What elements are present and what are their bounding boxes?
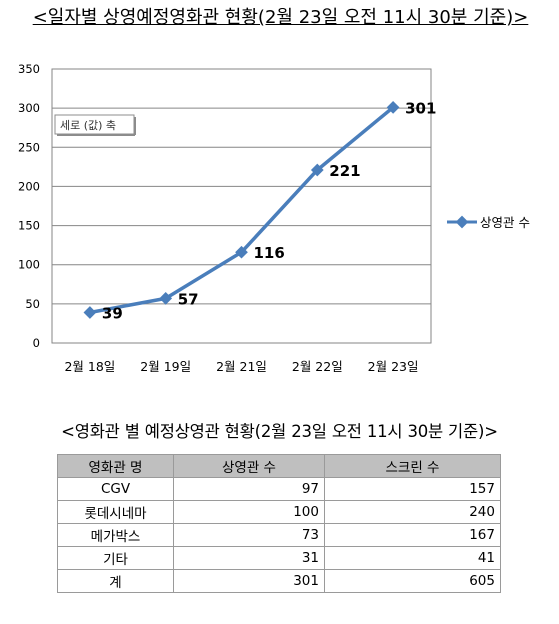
table-row: 계 301 605 xyxy=(57,569,501,593)
axis-tooltip-text: 세로 (값) 축 xyxy=(60,119,116,132)
y-tick-label: 0 xyxy=(33,336,40,350)
legend: 상영관 수 xyxy=(447,215,530,230)
cell-auditorium-count: 100 xyxy=(173,500,325,524)
table-row: 메가박스 73 167 xyxy=(57,523,501,547)
y-tick-label: 200 xyxy=(18,179,40,193)
data-label: 221 xyxy=(329,162,360,180)
cell-auditorium-count: 73 xyxy=(173,523,325,547)
cell-theater-name: 계 xyxy=(57,569,174,593)
y-tick-label: 350 xyxy=(18,62,40,76)
cell-screen-count: 240 xyxy=(324,500,501,524)
cell-theater-name: CGV xyxy=(57,477,174,501)
data-point xyxy=(83,306,97,319)
data-label: 57 xyxy=(178,290,199,308)
x-tick-label: 2월 21일 xyxy=(216,359,267,374)
plot-area xyxy=(51,68,432,344)
legend-marker-icon xyxy=(455,215,469,229)
table-row: 롯데시네마 100 240 xyxy=(57,500,501,524)
x-tick-label: 2월 22일 xyxy=(292,359,343,374)
header-cell: 스크린 수 xyxy=(324,454,501,478)
cell-auditorium-count: 301 xyxy=(173,569,325,593)
cell-screen-count: 157 xyxy=(324,477,501,501)
cell-theater-name: 메가박스 xyxy=(57,523,174,547)
y-tick-label: 100 xyxy=(18,258,40,272)
data-label: 301 xyxy=(405,99,436,117)
y-tick-label: 300 xyxy=(18,101,40,115)
data-point xyxy=(386,100,400,114)
x-tick-label: 2월 18일 xyxy=(64,359,115,374)
x-tick-label: 2월 19일 xyxy=(140,359,191,374)
cell-screen-count: 167 xyxy=(324,523,501,547)
line-chart: 0 50 100 150 200 250 300 350 2월 18일 2월 19일 2월 21일… xyxy=(18,62,530,374)
table-row: CGV 97 157 xyxy=(57,477,501,501)
table-header-row: 영화관 명 상영관 수 스크린 수 xyxy=(57,454,501,478)
data-point xyxy=(235,245,248,259)
cell-screen-count: 605 xyxy=(324,569,501,593)
y-tick-label: 150 xyxy=(18,219,40,233)
cell-auditorium-count: 97 xyxy=(173,477,325,501)
data-label: 39 xyxy=(102,304,123,322)
cell-theater-name: 롯데시네마 xyxy=(57,500,174,524)
cell-auditorium-count: 31 xyxy=(173,546,325,570)
chart-title: <일자별 상영예정영화관 현황(2월 23일 오전 11시 30분 기준)> xyxy=(32,7,529,28)
y-tick-label: 50 xyxy=(25,297,40,311)
axis-tooltip: 세로 (값) 축 xyxy=(54,114,136,136)
header-cell: 상영관 수 xyxy=(173,454,325,478)
cell-theater-name: 기타 xyxy=(57,546,174,570)
legend-label: 상영관 수 xyxy=(480,215,530,230)
y-tick-label: 250 xyxy=(18,140,40,154)
header-cell: 영화관 명 xyxy=(57,454,174,478)
data-point xyxy=(159,292,173,305)
cell-screen-count: 41 xyxy=(324,546,501,570)
data-label: 116 xyxy=(254,244,285,262)
theater-table: 영화관 명 상영관 수 스크린 수 CGV 97 157 롯데시네마 100 2… xyxy=(57,454,501,593)
table-title: <영화관 별 예정상영관 현황(2월 23일 오전 11시 30분 기준)> xyxy=(61,422,498,441)
x-tick-label: 2월 23일 xyxy=(368,359,419,374)
data-point xyxy=(310,163,324,177)
table-row: 기타 31 41 xyxy=(57,546,501,570)
